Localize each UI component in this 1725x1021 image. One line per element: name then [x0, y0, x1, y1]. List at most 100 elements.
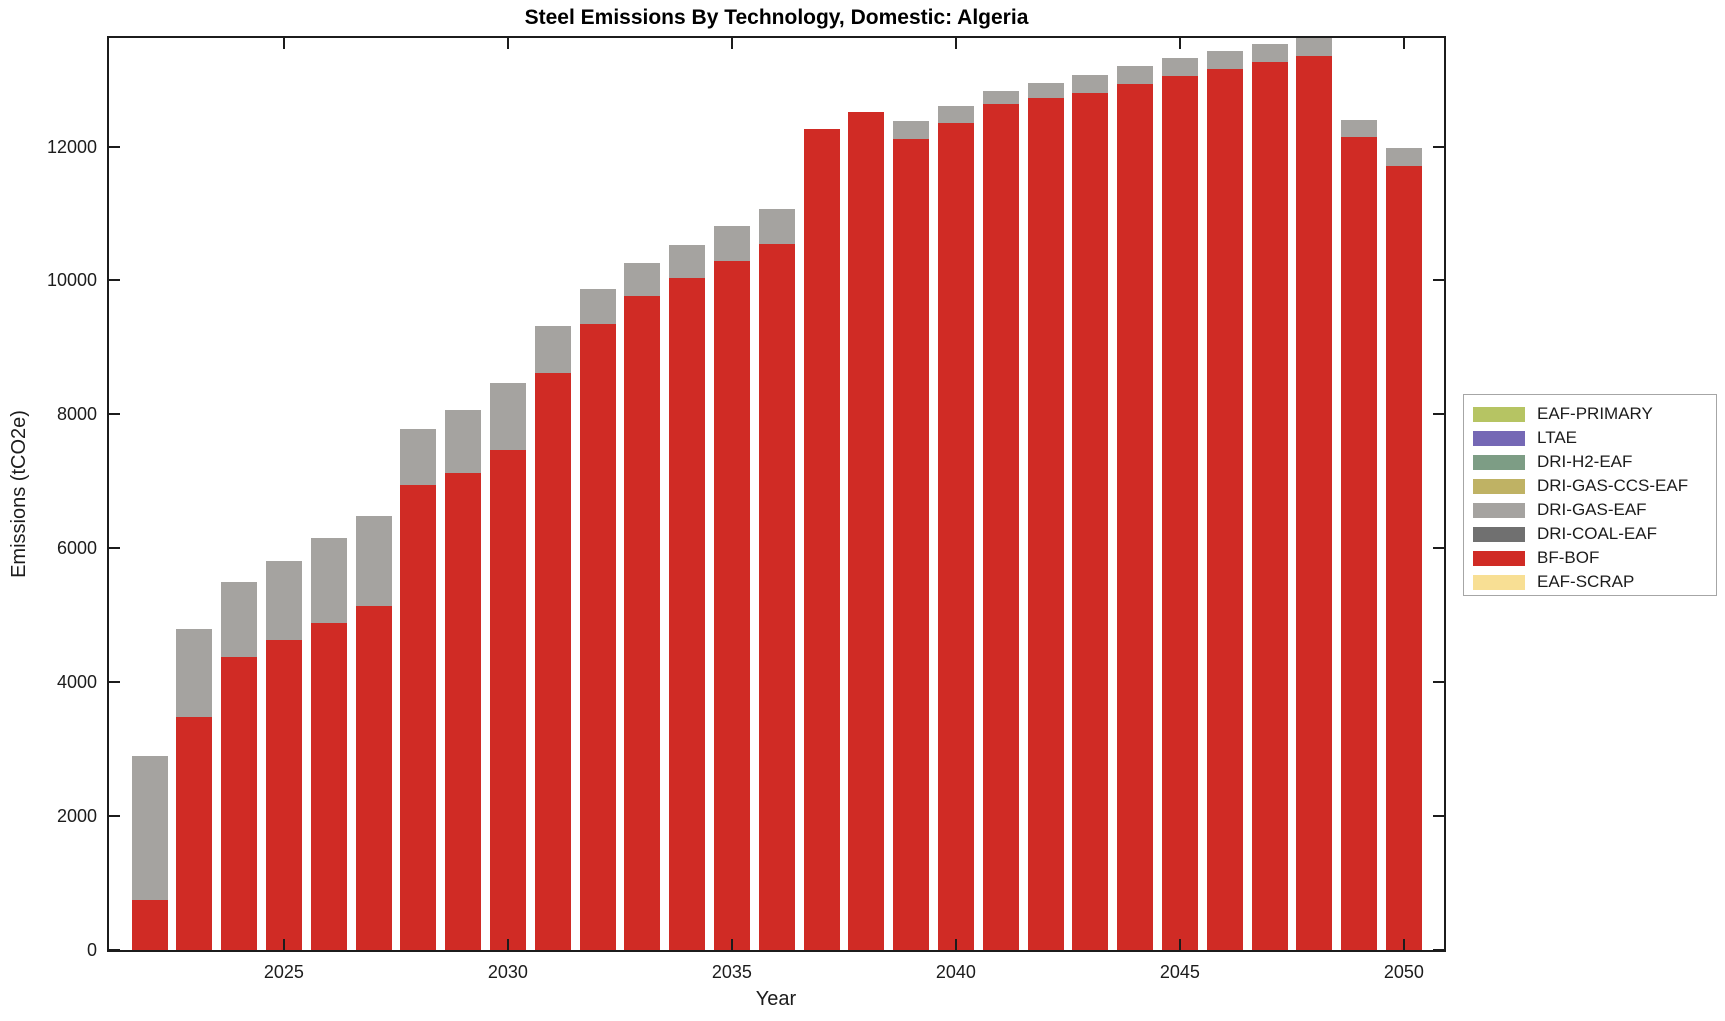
y-axis-label: Emissions (tCO2e): [8, 410, 30, 578]
bar-2049-bf-bof: [1341, 137, 1378, 950]
bar-2031-bf-bof: [534, 373, 571, 950]
top-x-tick-2045: [1178, 38, 1181, 49]
bar-2024-dri-gas-eaf: [221, 581, 258, 658]
bar-2037-bf-bof: [803, 129, 840, 950]
left-y-tick-2000: [109, 815, 120, 818]
right-y-tick-2000: [1433, 815, 1444, 818]
bottom-x-tick-2025: [282, 939, 285, 950]
legend-label: DRI-GAS-EAF: [1537, 500, 1647, 519]
legend-item-ltae: LTAE: [1473, 427, 1716, 449]
bar-2029-bf-bof: [445, 472, 482, 950]
legend-swatch-dri-gas-ccs-eaf: [1473, 478, 1525, 494]
bar-2024-bf-bof: [221, 657, 258, 950]
left-y-tick-4000: [109, 681, 120, 684]
bottom-x-tick-2045: [1178, 939, 1181, 950]
legend-item-dri-gas-eaf: DRI-GAS-EAF: [1473, 499, 1716, 521]
bar-2033-dri-gas-eaf: [624, 262, 661, 296]
bar-2040-bf-bof: [937, 123, 974, 950]
y-tick-label-10000: 10000: [46, 270, 97, 291]
y-tick-label-2000: 2000: [56, 806, 97, 827]
bar-2023-bf-bof: [176, 716, 213, 950]
bar-2028-dri-gas-eaf: [400, 429, 437, 485]
legend-item-dri-gas-ccs-eaf: DRI-GAS-CCS-EAF: [1473, 475, 1716, 497]
bar-2035-dri-gas-eaf: [713, 226, 750, 261]
bar-2038-bf-bof: [848, 111, 885, 950]
right-y-tick-8000: [1433, 413, 1444, 416]
bar-2032-bf-bof: [579, 323, 616, 950]
bar-2043-bf-bof: [1072, 92, 1109, 950]
bar-2046-dri-gas-eaf: [1206, 50, 1243, 69]
legend-label: BF-BOF: [1537, 548, 1600, 567]
legend-item-eaf-primary: EAF-PRIMARY: [1473, 403, 1716, 425]
legend-swatch-dri-h2-eaf: [1473, 454, 1525, 470]
bar-2039-bf-bof: [893, 139, 930, 950]
bar-2025-bf-bof: [265, 640, 302, 950]
x-tick-label-2040: 2040: [935, 962, 976, 982]
chart-title: Steel Emissions By Technology, Domestic:…: [524, 6, 1029, 29]
legend-swatch-dri-coal-eaf: [1473, 526, 1525, 542]
legend-label: DRI-COAL-EAF: [1537, 524, 1657, 543]
right-y-tick-10000: [1433, 279, 1444, 282]
bar-2033-bf-bof: [624, 295, 661, 950]
bar-2042-bf-bof: [1027, 98, 1064, 950]
top-x-tick-2030: [506, 38, 509, 49]
legend-item-dri-coal-eaf: DRI-COAL-EAF: [1473, 523, 1716, 545]
bottom-x-tick-2035: [730, 939, 733, 950]
legend-item-eaf-scrap: EAF-SCRAP: [1473, 571, 1716, 593]
bar-2026-dri-gas-eaf: [310, 537, 347, 623]
legend-item-bf-bof: BF-BOF: [1473, 547, 1716, 569]
bar-2035-bf-bof: [713, 261, 750, 950]
bar-2040-dri-gas-eaf: [937, 106, 974, 124]
bar-2026-bf-bof: [310, 622, 347, 950]
y-tick-label-6000: 6000: [56, 538, 97, 559]
legend-swatch-bf-bof: [1473, 550, 1525, 566]
left-y-tick-6000: [109, 547, 120, 550]
plot-area: [107, 36, 1446, 952]
bar-2046-bf-bof: [1206, 68, 1243, 950]
bar-2031-dri-gas-eaf: [534, 326, 571, 374]
bar-2050-bf-bof: [1385, 165, 1422, 950]
y-tick-label-8000: 8000: [56, 404, 97, 425]
legend-swatch-ltae: [1473, 430, 1525, 446]
bar-2047-bf-bof: [1251, 61, 1288, 950]
bar-2039-dri-gas-eaf: [893, 121, 930, 140]
left-y-tick-8000: [109, 413, 120, 416]
x-tick-label-2035: 2035: [711, 962, 752, 982]
bar-2044-dri-gas-eaf: [1117, 66, 1154, 85]
bar-2027-dri-gas-eaf: [355, 515, 392, 606]
bar-2041-dri-gas-eaf: [982, 90, 1019, 105]
y-tick-label-12000: 12000: [46, 136, 97, 157]
bar-2036-dri-gas-eaf: [758, 208, 795, 244]
right-y-tick-6000: [1433, 547, 1444, 550]
bar-2048-dri-gas-eaf: [1296, 38, 1333, 57]
bar-2036-bf-bof: [758, 243, 795, 950]
bar-2045-bf-bof: [1161, 76, 1198, 950]
bar-2025-dri-gas-eaf: [265, 560, 302, 641]
right-y-tick-12000: [1433, 145, 1444, 148]
bar-2048-bf-bof: [1296, 56, 1333, 950]
x-axis-label: Year: [755, 988, 797, 1010]
x-tick-label-2025: 2025: [263, 962, 304, 982]
bar-2042-dri-gas-eaf: [1027, 82, 1064, 99]
bottom-x-tick-2030: [506, 939, 509, 950]
legend-swatch-dri-gas-eaf: [1473, 502, 1525, 518]
x-tick-label-2050: 2050: [1383, 962, 1424, 982]
x-tick-label-2045: 2045: [1159, 962, 1200, 982]
top-x-tick-2050: [1402, 38, 1405, 49]
legend-swatch-eaf-scrap: [1473, 574, 1525, 590]
bar-2022-dri-gas-eaf: [131, 756, 168, 901]
bar-2023-dri-gas-eaf: [176, 629, 213, 717]
right-y-tick-4000: [1433, 681, 1444, 684]
bar-2034-dri-gas-eaf: [669, 244, 706, 279]
bar-2034-bf-bof: [669, 278, 706, 950]
top-x-tick-2035: [730, 38, 733, 49]
left-y-tick-0: [109, 949, 120, 950]
legend-swatch-eaf-primary: [1473, 406, 1525, 422]
bar-2027-bf-bof: [355, 605, 392, 950]
bar-2047-dri-gas-eaf: [1251, 43, 1288, 62]
bar-2032-dri-gas-eaf: [579, 288, 616, 324]
legend-label: EAF-PRIMARY: [1537, 404, 1653, 423]
x-tick-label-2030: 2030: [487, 962, 528, 982]
top-x-tick-2040: [954, 38, 957, 49]
